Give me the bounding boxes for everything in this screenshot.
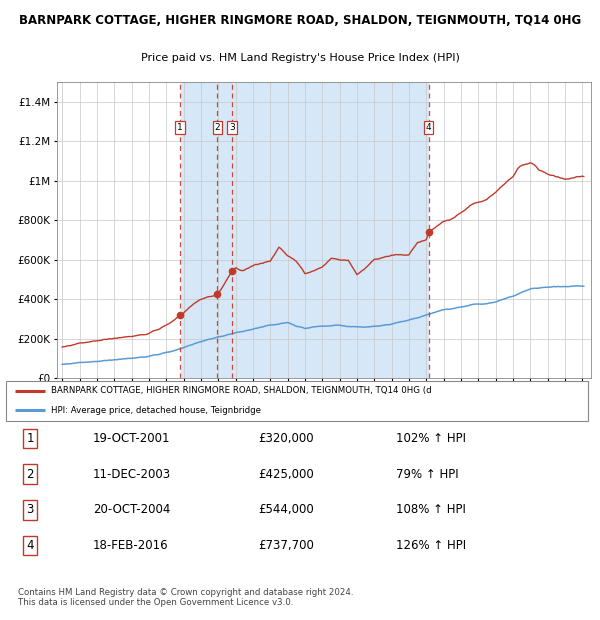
Text: 2: 2 xyxy=(26,467,34,481)
Bar xyxy=(57,82,180,378)
Text: £544,000: £544,000 xyxy=(258,503,314,516)
Text: Contains HM Land Registry data © Crown copyright and database right 2024.
This d: Contains HM Land Registry data © Crown c… xyxy=(18,588,353,608)
Text: 2: 2 xyxy=(215,123,220,132)
Text: Price paid vs. HM Land Registry's House Price Index (HPI): Price paid vs. HM Land Registry's House … xyxy=(140,53,460,63)
Text: 3: 3 xyxy=(229,123,235,132)
Text: HPI: Average price, detached house, Teignbridge: HPI: Average price, detached house, Teig… xyxy=(51,406,261,415)
FancyBboxPatch shape xyxy=(6,381,588,420)
Text: 102% ↑ HPI: 102% ↑ HPI xyxy=(396,432,466,445)
Text: 19-OCT-2001: 19-OCT-2001 xyxy=(93,432,170,445)
Text: BARNPARK COTTAGE, HIGHER RINGMORE ROAD, SHALDON, TEIGNMOUTH, TQ14 0HG: BARNPARK COTTAGE, HIGHER RINGMORE ROAD, … xyxy=(19,14,581,27)
Text: 79% ↑ HPI: 79% ↑ HPI xyxy=(396,467,458,481)
Text: £425,000: £425,000 xyxy=(258,467,314,481)
Text: £320,000: £320,000 xyxy=(258,432,314,445)
Text: 126% ↑ HPI: 126% ↑ HPI xyxy=(396,539,466,552)
Text: 11-DEC-2003: 11-DEC-2003 xyxy=(93,467,171,481)
Text: 3: 3 xyxy=(26,503,34,516)
Text: BARNPARK COTTAGE, HIGHER RINGMORE ROAD, SHALDON, TEIGNMOUTH, TQ14 0HG (d: BARNPARK COTTAGE, HIGHER RINGMORE ROAD, … xyxy=(51,386,431,395)
Text: 20-OCT-2004: 20-OCT-2004 xyxy=(93,503,170,516)
Bar xyxy=(428,82,591,378)
Text: 1: 1 xyxy=(26,432,34,445)
Bar xyxy=(180,82,428,378)
Text: 108% ↑ HPI: 108% ↑ HPI xyxy=(396,503,466,516)
Text: 18-FEB-2016: 18-FEB-2016 xyxy=(93,539,169,552)
Text: 4: 4 xyxy=(426,123,431,132)
Text: £737,700: £737,700 xyxy=(258,539,314,552)
Text: 4: 4 xyxy=(26,539,34,552)
Text: 1: 1 xyxy=(177,123,183,132)
